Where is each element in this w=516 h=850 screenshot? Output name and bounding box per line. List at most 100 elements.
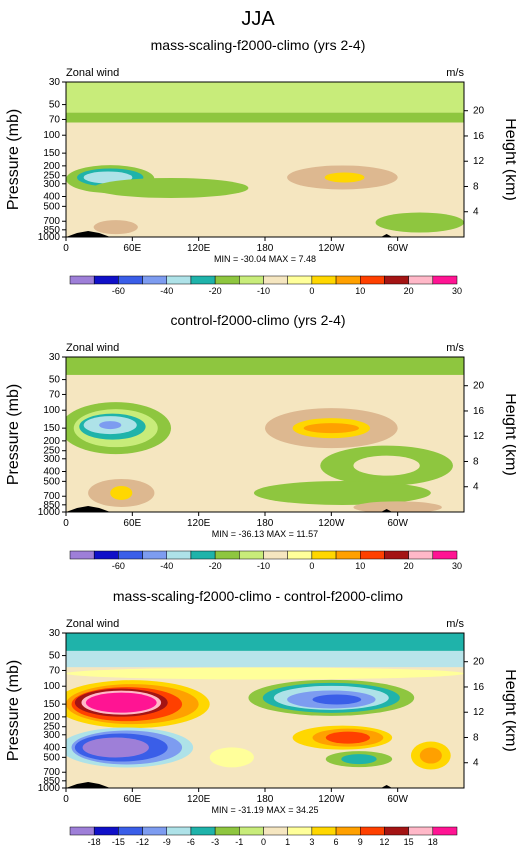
colorbar-swatch xyxy=(311,826,337,836)
y-tick-label: 50 xyxy=(49,100,61,111)
colorbar-swatch xyxy=(190,550,216,560)
colorbar-swatch xyxy=(384,275,409,285)
topography-mask xyxy=(66,506,111,512)
x-tick-label: 0 xyxy=(63,518,69,529)
min-max-stats: MIN = -36.13 MAX = 11.57 xyxy=(212,529,318,539)
contour-region xyxy=(93,177,249,198)
colorbar-swatch xyxy=(311,275,337,285)
y-tick-label: 100 xyxy=(43,405,60,416)
y-tick-label: 70 xyxy=(49,665,61,676)
y-tick-label: 30 xyxy=(49,77,61,88)
height-tick-label: 16 xyxy=(473,131,485,142)
colorbar-swatch xyxy=(93,550,119,560)
y-tick-label: 70 xyxy=(49,114,61,125)
colorbar-swatch xyxy=(335,275,361,285)
colorbar-swatch xyxy=(69,275,95,285)
y-tick-label: 150 xyxy=(43,699,60,710)
colorbar-swatch xyxy=(360,550,385,560)
height-tick-label: 8 xyxy=(473,732,479,743)
y-tick-label: 30 xyxy=(49,628,61,639)
height-tick-label: 12 xyxy=(473,431,485,442)
height-tick-label: 20 xyxy=(473,106,485,117)
y-tick-label: 700 xyxy=(43,491,60,502)
topography-mask xyxy=(66,231,111,237)
colorbar-label: 10 xyxy=(355,561,365,571)
topography-mask xyxy=(66,782,111,788)
colorbar-label: -15 xyxy=(112,837,125,847)
x-tick-label: 180 xyxy=(257,794,274,805)
x-tick-label: 180 xyxy=(257,243,274,254)
subtitle-right: m/s xyxy=(446,67,464,79)
contour-region xyxy=(341,754,377,765)
x-tick-label: 120E xyxy=(187,794,211,805)
contour-band xyxy=(66,633,464,651)
colorbar-swatch xyxy=(214,826,240,836)
contour-region xyxy=(375,212,464,233)
x-tick-label: 60E xyxy=(123,243,141,254)
colorbar-label: -12 xyxy=(136,837,149,847)
x-tick-label: 0 xyxy=(63,243,69,254)
y-tick-label: 500 xyxy=(43,752,60,763)
colorbar-label: -40 xyxy=(160,286,173,296)
colorbar-swatch xyxy=(408,275,434,285)
colorbar-label: 30 xyxy=(452,561,462,571)
y-tick-label: 500 xyxy=(43,201,60,212)
contour-region xyxy=(110,485,133,500)
x-tick-label: 120E xyxy=(187,243,211,254)
y-tick-label: 250 xyxy=(43,722,60,733)
y-tick-label: 400 xyxy=(43,742,60,753)
y-tick-label: 850 xyxy=(43,225,60,236)
y-tick-label: 850 xyxy=(43,776,60,787)
colorbar-swatch xyxy=(142,550,167,560)
panel-title: control-f2000-climo (yrs 2-4) xyxy=(170,312,345,328)
colorbar-label: -20 xyxy=(209,561,222,571)
colorbar-label: 6 xyxy=(334,837,339,847)
colorbar-label: 12 xyxy=(379,837,389,847)
contour-region xyxy=(419,747,442,764)
contour-region xyxy=(303,423,359,434)
y-axis-label: Pressure (mb) xyxy=(5,384,22,485)
x-tick-label: 180 xyxy=(257,518,274,529)
contour-band xyxy=(66,357,464,375)
y-tick-label: 700 xyxy=(43,216,60,227)
height-tick-label: 16 xyxy=(473,682,485,693)
subtitle-right: m/s xyxy=(446,618,464,630)
colorbar-swatch xyxy=(142,826,167,836)
y-tick-label: 150 xyxy=(43,423,60,434)
contour-region xyxy=(325,731,371,744)
y-tick-label: 100 xyxy=(43,681,60,692)
colorbar-swatch xyxy=(166,550,192,560)
height-tick-label: 12 xyxy=(473,707,485,718)
min-max-stats: MIN = -31.19 MAX = 34.25 xyxy=(211,805,318,815)
panel-2: control-f2000-climo (yrs 2-4) Zonal wind m… xyxy=(5,312,516,571)
colorbar-swatch xyxy=(432,550,458,560)
contour-field xyxy=(66,633,464,788)
y-tick-label: 1000 xyxy=(38,783,61,794)
colorbar-swatch xyxy=(263,826,288,836)
y-tick-label: 1000 xyxy=(38,507,61,518)
x-tick-label: 0 xyxy=(63,794,69,805)
y-tick-label: 70 xyxy=(49,389,61,400)
colorbar: -18 -15 -12 -9 -6 -3 -1 0 1 3 6 9 12 15 18 xyxy=(69,826,458,847)
colorbar-swatch xyxy=(311,550,337,560)
height-tick-label: 8 xyxy=(473,456,479,467)
colorbar-swatch xyxy=(335,550,361,560)
colorbar-swatch xyxy=(118,826,143,836)
height-tick-label: 20 xyxy=(473,657,485,668)
contour-band xyxy=(66,112,464,123)
colorbar-label: 20 xyxy=(404,286,414,296)
contour-band xyxy=(66,650,464,668)
x-tick-label: 120W xyxy=(318,243,345,254)
colorbar-label: -40 xyxy=(160,561,173,571)
colorbar-label: -9 xyxy=(163,837,171,847)
colorbar-label: -18 xyxy=(88,837,101,847)
y-tick-label: 200 xyxy=(43,436,60,447)
colorbar-label: 10 xyxy=(355,286,365,296)
height-tick-label: 4 xyxy=(473,482,479,493)
x-tick-label: 60W xyxy=(387,518,408,529)
height-tick-label: 8 xyxy=(473,181,479,192)
contour-region xyxy=(353,455,420,476)
colorbar-swatch xyxy=(190,275,216,285)
colorbar-label: 0 xyxy=(261,837,266,847)
colorbar-label: 1 xyxy=(285,837,290,847)
